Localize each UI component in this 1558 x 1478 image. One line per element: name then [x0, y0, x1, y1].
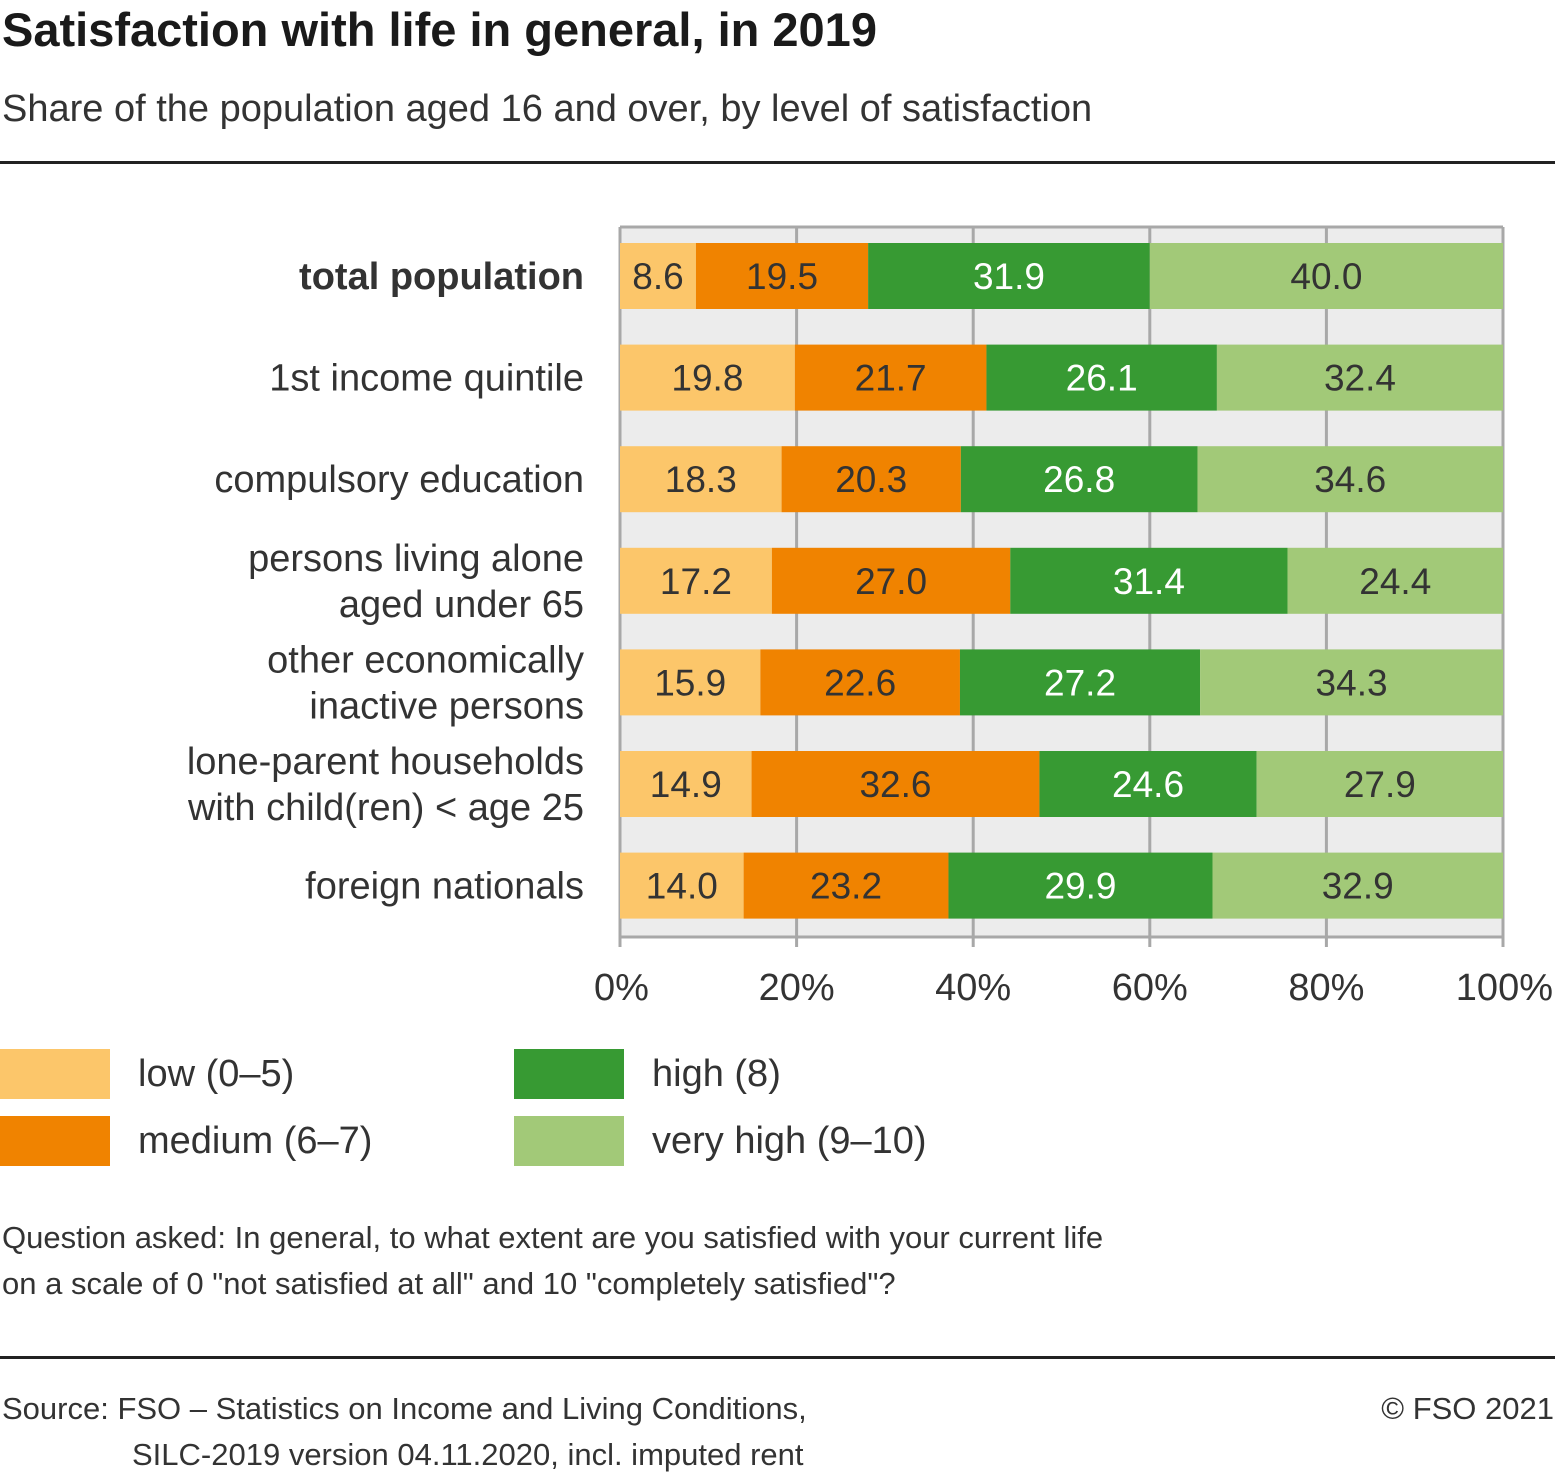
data-label-other-economically-inactive-persons-high-8: 27.2	[1044, 662, 1116, 703]
bar-1st-income-quintile-low-0-5	[620, 344, 795, 411]
data-label-foreign-nationals-medium-6-7: 23.2	[810, 866, 882, 907]
data-label-foreign-nationals-low-0-5: 14.0	[646, 866, 718, 907]
bar-lone-parent-households-with-child-ren-age-25-high-8	[1039, 751, 1257, 817]
bar-persons-living-alone-aged-under-65-high-8	[1010, 547, 1288, 614]
bar-foreign-nationals-medium-6-7	[743, 852, 949, 919]
source-line-2: SILC-2019 version 04.11.2020, incl. impu…	[132, 1437, 804, 1472]
legend-label-very-high: very high (9–10)	[652, 1120, 927, 1162]
x-tick-label-0: 0%	[594, 967, 649, 1009]
data-label-total-population-low-0-5: 8.6	[632, 256, 683, 297]
category-label-lone-parent-households-with-child-ren-age-25-line-1: lone-parent households	[187, 741, 584, 783]
bar-total-population-very-high-9-10	[1149, 243, 1503, 309]
bar-foreign-nationals-low-0-5	[620, 852, 744, 919]
category-label-persons-living-alone-aged-under-65-line-1: persons living alone	[248, 538, 584, 580]
x-tick-label-60: 60%	[1112, 967, 1188, 1009]
source-line-1: Source: FSO – Statistics on Income and L…	[2, 1391, 807, 1426]
data-label-lone-parent-households-with-child-ren-age-25-high-8: 24.6	[1112, 764, 1184, 805]
bar-lone-parent-households-with-child-ren-age-25-medium-6-7	[751, 751, 1040, 817]
category-label-total-population: total population	[299, 256, 584, 298]
legend-label-medium: medium (6–7)	[138, 1120, 373, 1162]
data-label-persons-living-alone-aged-under-65-medium-6-7: 27.0	[855, 561, 927, 602]
top-rule	[0, 161, 1555, 164]
bar-foreign-nationals-high-8	[948, 852, 1213, 919]
bar-total-population-high-8	[868, 243, 1150, 309]
data-label-persons-living-alone-aged-under-65-high-8: 31.4	[1113, 561, 1185, 602]
category-label-compulsory-education: compulsory education	[214, 459, 584, 501]
data-label-compulsory-education-high-8: 26.8	[1043, 459, 1115, 500]
bar-1st-income-quintile-medium-6-7	[794, 344, 987, 411]
category-label-foreign-nationals: foreign nationals	[305, 866, 584, 908]
data-label-compulsory-education-low-0-5: 18.3	[665, 459, 737, 500]
chart-subtitle: Share of the population aged 16 and over…	[2, 88, 1093, 130]
data-label-lone-parent-households-with-child-ren-age-25-medium-6-7: 32.6	[859, 764, 931, 805]
data-label-lone-parent-households-with-child-ren-age-25-low-0-5: 14.9	[650, 764, 722, 805]
legend-swatch-medium	[0, 1116, 110, 1166]
legend-label-low: low (0–5)	[138, 1053, 295, 1095]
bar-compulsory-education-low-0-5	[620, 446, 782, 513]
bar-lone-parent-households-with-child-ren-age-25-low-0-5	[620, 751, 752, 817]
bar-lone-parent-households-with-child-ren-age-25-very-high-9-10	[1256, 751, 1503, 817]
legend-swatch-high	[514, 1049, 624, 1099]
data-label-1st-income-quintile-high-8: 26.1	[1066, 358, 1138, 399]
bar-1st-income-quintile-very-high-9-10	[1216, 344, 1503, 411]
bar-other-economically-inactive-persons-medium-6-7	[760, 649, 960, 716]
bottom-rule	[0, 1356, 1555, 1359]
data-label-total-population-high-8: 31.9	[973, 256, 1045, 297]
bar-total-population-low-0-5	[620, 243, 696, 309]
x-tick-label-20: 20%	[759, 967, 835, 1009]
data-label-other-economically-inactive-persons-very-high-9-10: 34.3	[1316, 662, 1388, 703]
category-label-other-economically-inactive-persons-line-2: inactive persons	[309, 685, 584, 727]
bar-total-population-medium-6-7	[695, 243, 869, 309]
legend-swatch-low	[0, 1049, 110, 1099]
bar-other-economically-inactive-persons-high-8	[959, 649, 1201, 716]
data-label-persons-living-alone-aged-under-65-low-0-5: 17.2	[660, 561, 732, 602]
bar-other-economically-inactive-persons-very-high-9-10	[1200, 649, 1503, 716]
x-tick-label-40: 40%	[935, 967, 1011, 1009]
stacked-bar-chart: 8.6 19.5 31.9 40.0 total population 19.8 21.7 2…	[187, 225, 1553, 1009]
bar-persons-living-alone-aged-under-65-low-0-5	[620, 547, 772, 614]
category-label-1st-income-quintile: 1st income quintile	[269, 358, 584, 400]
bar-other-economically-inactive-persons-low-0-5	[620, 649, 761, 716]
x-tick-label-100: 100%	[1456, 967, 1553, 1009]
copyright: © FSO 2021	[1381, 1391, 1554, 1426]
data-label-foreign-nationals-high-8: 29.9	[1044, 866, 1116, 907]
data-label-1st-income-quintile-very-high-9-10: 32.4	[1324, 358, 1396, 399]
legend-swatch-very-high	[514, 1116, 624, 1166]
data-label-other-economically-inactive-persons-low-0-5: 15.9	[654, 662, 726, 703]
category-label-lone-parent-households-with-child-ren-age-25-line-2: with child(ren) < age 25	[187, 787, 584, 829]
question-note-line-1: Question asked: In general, to what exte…	[2, 1220, 1104, 1255]
category-label-persons-living-alone-aged-under-65-line-2: aged under 65	[339, 584, 584, 626]
bar-persons-living-alone-aged-under-65-medium-6-7	[771, 547, 1011, 614]
data-label-lone-parent-households-with-child-ren-age-25-very-high-9-10: 27.9	[1344, 764, 1416, 805]
data-label-total-population-medium-6-7: 19.5	[746, 256, 818, 297]
data-label-foreign-nationals-very-high-9-10: 32.9	[1322, 866, 1394, 907]
chart-title: Satisfaction with life in general, in 20…	[2, 3, 877, 56]
data-label-total-population-very-high-9-10: 40.0	[1290, 256, 1362, 297]
data-label-1st-income-quintile-low-0-5: 19.8	[671, 358, 743, 399]
question-note-line-2: on a scale of 0 "not satisfied at all" a…	[2, 1266, 896, 1301]
bar-1st-income-quintile-high-8	[986, 344, 1217, 411]
bar-foreign-nationals-very-high-9-10	[1212, 852, 1503, 919]
legend-label-high: high (8)	[652, 1053, 781, 1095]
data-label-persons-living-alone-aged-under-65-very-high-9-10: 24.4	[1359, 561, 1431, 602]
data-label-1st-income-quintile-medium-6-7: 21.7	[855, 358, 927, 399]
question-note: Question asked: In general, to what exte…	[2, 1215, 1103, 1307]
source-note: Source: FSO – Statistics on Income and L…	[2, 1386, 807, 1478]
data-label-other-economically-inactive-persons-medium-6-7: 22.6	[824, 662, 896, 703]
bar-compulsory-education-very-high-9-10	[1197, 446, 1503, 513]
category-label-other-economically-inactive-persons-line-1: other economically	[267, 639, 584, 681]
data-label-compulsory-education-medium-6-7: 20.3	[835, 459, 907, 500]
data-label-compulsory-education-very-high-9-10: 34.6	[1314, 459, 1386, 500]
bar-persons-living-alone-aged-under-65-very-high-9-10	[1287, 547, 1503, 614]
bar-compulsory-education-high-8	[960, 446, 1198, 513]
bar-compulsory-education-medium-6-7	[781, 446, 961, 513]
x-tick-label-80: 80%	[1288, 967, 1364, 1009]
